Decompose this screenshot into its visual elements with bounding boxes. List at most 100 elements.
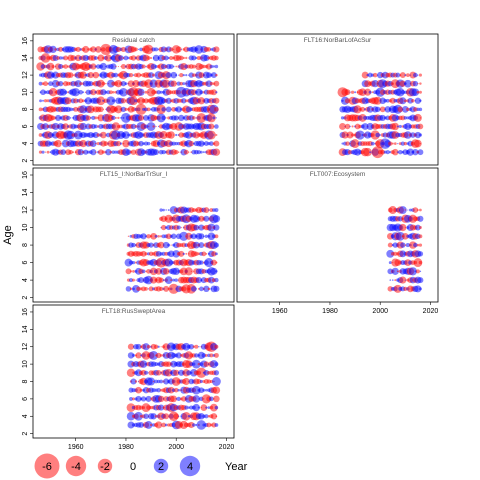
residual-bubble [117, 65, 120, 68]
residual-bubble [82, 45, 90, 53]
residual-bubble [86, 105, 95, 114]
residual-bubble [127, 133, 130, 137]
residual-bubble [79, 71, 87, 79]
residual-bubble [58, 56, 63, 60]
residual-bubble [111, 122, 121, 131]
residual-bubble [142, 343, 150, 351]
residual-bubble [349, 125, 351, 128]
residual-bubble [175, 65, 178, 68]
residual-bubble [163, 413, 170, 420]
residual-bubble [170, 279, 173, 282]
residual-bubble [165, 97, 172, 104]
residual-bubble [170, 80, 177, 87]
residual-bubble [168, 64, 174, 69]
y-tick-label: 10 [22, 360, 29, 368]
residual-bubble [120, 106, 127, 112]
residual-bubble [139, 388, 143, 392]
residual-bubble [419, 99, 422, 103]
residual-bubble [401, 105, 409, 113]
residual-bubble [96, 96, 106, 106]
residual-bubble [350, 90, 355, 94]
residual-bubble [204, 234, 209, 239]
residual-bubble [203, 235, 205, 238]
residual-bubble [118, 55, 124, 61]
residual-bubble [397, 142, 399, 145]
residual-bubble [106, 96, 116, 106]
panel-5: FLT18:RusSweptArea 2 4 6 8 10 12 14 16 1960 1980 20… [22, 304, 235, 451]
residual-bubble [191, 64, 196, 69]
residual-bubble [194, 344, 199, 349]
residual-bubble [165, 89, 172, 96]
residual-bubble [196, 420, 207, 430]
residual-bubble [140, 233, 147, 240]
residual-bubble [411, 88, 420, 96]
legend-bubble [34, 453, 60, 479]
residual-bubble [165, 209, 167, 211]
residual-bubble [399, 250, 407, 258]
residual-bubble [54, 48, 57, 51]
residual-bubble [367, 72, 373, 78]
residual-bubble [93, 124, 98, 129]
residual-bubble [146, 141, 151, 146]
residual-bubble [126, 412, 136, 421]
residual-bubble [164, 369, 173, 377]
residual-bubble [414, 131, 422, 139]
residual-bubble [79, 139, 87, 148]
residual-bubble [144, 252, 148, 256]
residual-bubble [175, 74, 178, 77]
residual-bubble [369, 151, 372, 154]
residual-bubble [418, 107, 423, 112]
residual-bubble [130, 378, 137, 385]
residual-bubble [95, 151, 97, 153]
residual-bubble [100, 131, 107, 139]
residual-bubble [213, 352, 219, 358]
residual-bubble [198, 242, 205, 248]
residual-bubble [89, 140, 97, 147]
residual-bubble [205, 406, 208, 409]
residual-bubble [77, 149, 84, 156]
residual-bubble [109, 150, 113, 154]
x-tick-label: 2000 [372, 308, 388, 315]
legend-bubble [179, 455, 201, 477]
residual-bubble [179, 72, 184, 78]
residual-bubble [371, 146, 384, 159]
residual-bubble [161, 422, 166, 428]
residual-bubble [419, 142, 422, 145]
residual-bubble [210, 72, 217, 79]
x-tick-label: 1960 [68, 444, 84, 451]
residual-bubble [198, 72, 205, 78]
residual-bubble [140, 250, 147, 257]
residual-bubble [190, 285, 197, 292]
residual-bubble [141, 351, 151, 360]
residual-bubble [141, 64, 146, 69]
residual-bubble [192, 241, 200, 249]
residual-bubble [419, 117, 422, 119]
residual-bubble [195, 288, 197, 290]
residual-bubble [152, 125, 155, 128]
residual-bubble [350, 133, 355, 137]
residual-bubble [182, 56, 185, 60]
residual-bubble [197, 362, 201, 366]
residual-bubble [155, 267, 163, 275]
residual-bubble [58, 64, 64, 70]
residual-bubble [70, 55, 77, 61]
residual-bubble [68, 107, 73, 112]
residual-bubble [206, 47, 212, 52]
residual-bubble [213, 80, 220, 87]
legend-value-label: -6 [42, 461, 52, 473]
residual-bubble [99, 62, 107, 71]
residual-bubble [213, 285, 220, 292]
residual-bubble [366, 105, 374, 113]
legend-value-label: 2 [158, 461, 164, 473]
y-axis-title: Age [2, 225, 14, 245]
residual-bubble [170, 71, 177, 79]
residual-bubble [46, 99, 50, 103]
residual-bubble [90, 149, 97, 156]
residual-bubble [181, 396, 187, 402]
residual-bubble [38, 81, 43, 86]
residual-bubble [191, 359, 201, 369]
residual-bubble [115, 140, 122, 147]
bubbles [386, 206, 424, 293]
residual-bubble [153, 149, 159, 156]
residual-bubble [164, 423, 168, 427]
